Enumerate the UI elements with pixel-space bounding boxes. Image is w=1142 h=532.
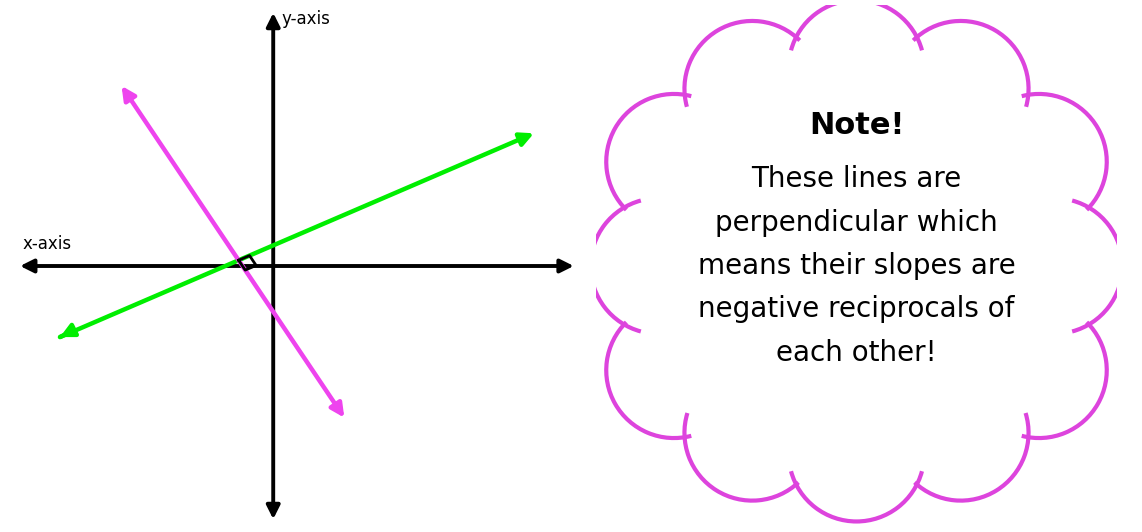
Text: These lines are
perpendicular which
means their slopes are
negative reciprocals : These lines are perpendicular which mean… (698, 165, 1015, 367)
Text: y-axis: y-axis (282, 10, 331, 28)
Text: Note!: Note! (809, 111, 904, 140)
Text: x-axis: x-axis (22, 235, 71, 253)
